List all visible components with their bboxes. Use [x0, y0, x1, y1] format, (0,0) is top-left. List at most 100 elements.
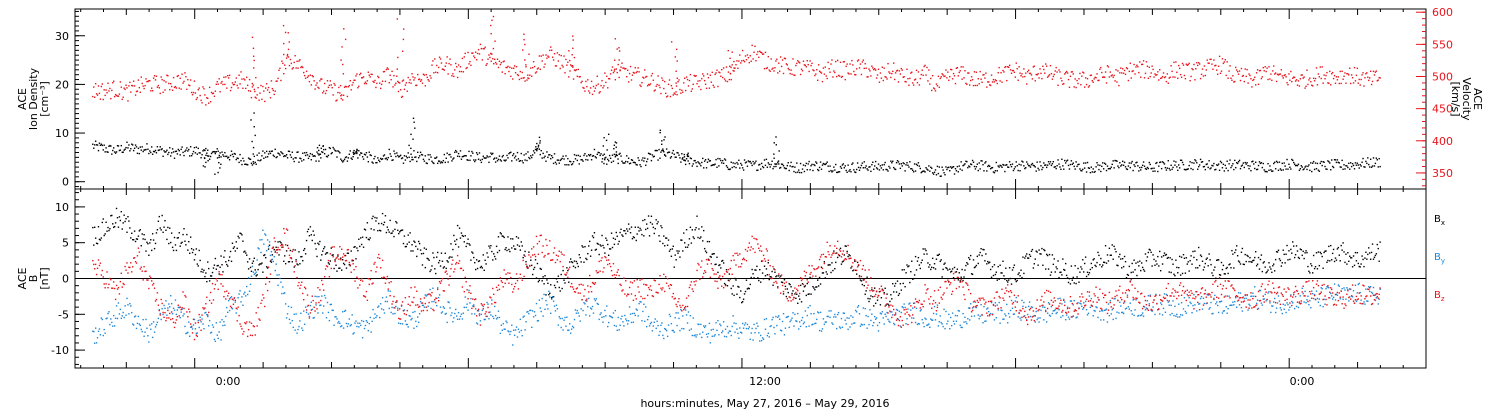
density-point	[1215, 168, 1217, 171]
bfield-bx-point	[1159, 250, 1161, 253]
bfield-by-point	[246, 293, 249, 296]
bfield-bx-point	[806, 282, 808, 285]
velocity-point	[933, 88, 936, 90]
bfield-bx-point	[753, 277, 755, 279]
bfield-axis-title-line: [nT]	[38, 267, 51, 289]
bfield-by-point	[222, 324, 224, 327]
density-point	[747, 160, 750, 162]
bfield-by-point	[294, 329, 296, 331]
density-point	[1142, 161, 1145, 163]
density-point	[845, 169, 847, 172]
velocity-point	[876, 74, 879, 76]
bfield-bx-point	[181, 241, 183, 244]
density-point	[258, 152, 260, 154]
density-point	[983, 170, 985, 172]
velocity-point	[241, 78, 243, 80]
velocity-point	[1318, 76, 1321, 78]
bfield-bx-point	[817, 279, 819, 281]
density-point	[428, 158, 430, 161]
density-point	[578, 163, 580, 165]
bfield-bx-point	[308, 234, 311, 237]
bfield-bx-point	[998, 278, 1000, 280]
velocity-axis-title-line: Velocity	[1460, 77, 1473, 121]
bfield-bx-point	[989, 268, 992, 271]
bfield-bx-point	[548, 293, 550, 296]
bfield-bx-point	[922, 248, 924, 250]
bfield-bx-point	[684, 246, 687, 248]
velocity-point	[1278, 73, 1281, 75]
bfield-by-point	[263, 243, 265, 245]
velocity-point	[1045, 65, 1048, 67]
density-point	[1050, 164, 1053, 167]
density-point	[1081, 170, 1083, 172]
density-point	[1008, 161, 1011, 163]
velocity-point	[114, 93, 117, 96]
bfield-bx-point	[454, 240, 456, 242]
velocity-point	[664, 92, 667, 95]
velocity-point	[1329, 70, 1331, 73]
velocity-point	[156, 86, 159, 88]
density-point	[1311, 170, 1313, 173]
density-point	[327, 154, 330, 157]
bfield-bx-point	[390, 232, 392, 235]
bfield-bx-point	[258, 264, 260, 266]
velocity-point	[99, 98, 102, 100]
density-point	[906, 162, 908, 164]
bfield-bx-point	[521, 245, 523, 247]
velocity-point	[622, 67, 624, 69]
velocity-point	[293, 61, 295, 64]
bfield-bx-point	[170, 241, 172, 244]
bfield-bx-point	[1266, 271, 1268, 273]
density-point	[963, 164, 965, 166]
velocity-point	[1293, 76, 1296, 79]
velocity-point	[1283, 74, 1285, 77]
density-point	[820, 168, 823, 170]
bfield-bx-point	[195, 248, 198, 250]
velocity-point	[1373, 74, 1376, 76]
velocity-point	[416, 84, 418, 87]
velocity-point	[1376, 80, 1378, 82]
bfield-bx-point	[906, 264, 908, 266]
bfield-by-point	[310, 301, 313, 303]
density-point	[1086, 161, 1089, 164]
velocity-point	[246, 84, 249, 87]
bfield-bx-point	[1125, 277, 1128, 279]
bfield-bx-point	[420, 253, 423, 255]
density-point	[892, 160, 894, 162]
bfield-bx-point	[402, 242, 405, 245]
density-point	[171, 148, 174, 150]
density-point	[764, 164, 767, 167]
velocity-point	[530, 67, 532, 69]
density-point	[668, 151, 671, 153]
velocity-point	[561, 64, 563, 67]
density-point	[1218, 169, 1221, 172]
bfield-bx-point	[980, 248, 982, 250]
density-point	[576, 159, 579, 162]
velocity-point	[702, 75, 705, 77]
bfield-bx-point	[1068, 277, 1071, 280]
bfield-bx-point	[296, 263, 298, 265]
density-point	[166, 149, 168, 151]
density-point	[1280, 169, 1283, 171]
velocity-point	[742, 59, 745, 62]
density-point	[624, 162, 626, 164]
density-point	[349, 150, 351, 152]
velocity-point	[369, 76, 371, 78]
velocity-point	[1342, 78, 1344, 80]
bfield-bx-point	[400, 229, 403, 231]
density-point	[163, 150, 165, 152]
bfield-bx-point	[175, 249, 178, 252]
velocity-point	[601, 79, 603, 82]
density-point	[295, 157, 297, 159]
bfield-bx-point	[1199, 254, 1202, 256]
density-point	[480, 161, 483, 164]
velocity-point	[360, 72, 362, 75]
density-point	[961, 169, 963, 171]
bfield-bx-point	[461, 234, 464, 237]
bfield-bx-point	[260, 263, 262, 265]
velocity-point	[1139, 61, 1141, 63]
velocity-point	[283, 72, 285, 75]
bfield-bx-point	[1210, 263, 1212, 266]
velocity-point	[646, 85, 649, 87]
bfield-bx-point	[1148, 248, 1150, 251]
